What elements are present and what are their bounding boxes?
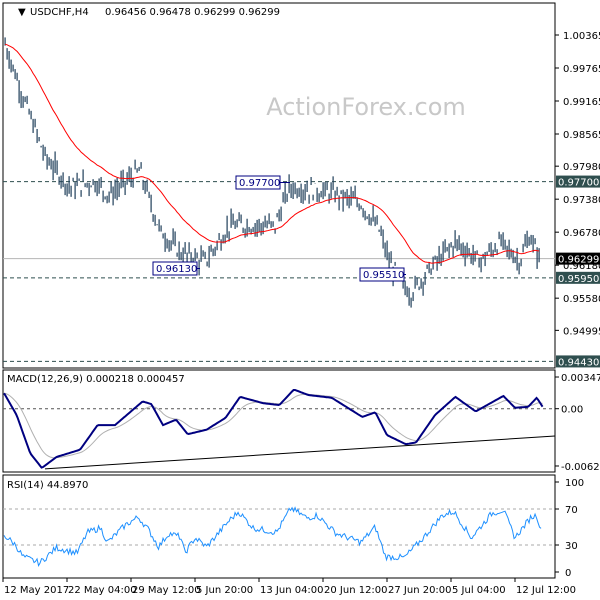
time-tick-label: 12 Jul 12:00 bbox=[516, 585, 576, 596]
level-price-label: 0.94430 bbox=[558, 357, 599, 368]
macd-signal-line bbox=[3, 392, 543, 459]
time-tick-label: 22 May 04:00 bbox=[68, 585, 137, 596]
time-tick-label: 5 Jul 04:00 bbox=[452, 585, 506, 596]
price-tick-label: 0.99165 bbox=[563, 97, 600, 108]
time-tick-label: 5 Jun 20:00 bbox=[196, 585, 253, 596]
rsi-tick-label: 70 bbox=[565, 505, 578, 516]
moving-average-line bbox=[4, 43, 540, 264]
annotation-label: 0.97700 bbox=[239, 178, 280, 189]
current-price-label: 0.96299 bbox=[558, 255, 599, 266]
time-tick-label: 12 May 2017 bbox=[4, 585, 69, 596]
macd-title: MACD(12,26,9) 0.000218 0.000457 bbox=[7, 374, 185, 385]
level-price-box bbox=[556, 355, 600, 368]
macd-tick-label: 0.00 bbox=[561, 405, 583, 416]
level-price-label: 0.97700 bbox=[558, 178, 599, 189]
current-price-box bbox=[556, 252, 600, 265]
price-tick-label: 0.98565 bbox=[563, 130, 600, 141]
time-tick-label: 13 Jun 04:00 bbox=[260, 585, 324, 596]
time-tick-label: 20 Jun 12:00 bbox=[324, 585, 388, 596]
price-tick-label: 0.94995 bbox=[563, 326, 600, 337]
rsi-panel bbox=[2, 474, 556, 579]
time-tick-label: 29 May 12:00 bbox=[132, 585, 201, 596]
level-price-label: 0.95950 bbox=[558, 274, 599, 285]
macd-panel bbox=[2, 369, 556, 473]
level-price-box bbox=[556, 175, 600, 188]
ohlc-readout: 0.96456 0.96478 0.96299 0.96299 bbox=[105, 7, 280, 18]
rsi-title: RSI(14) 44.8970 bbox=[7, 480, 88, 491]
watermark: ActionForex.com bbox=[266, 93, 466, 121]
annotation-label: 0.96130 bbox=[156, 264, 197, 275]
annotation-label: 0.95510 bbox=[363, 270, 404, 281]
macd-line bbox=[3, 389, 544, 469]
macd-tick-label: 0.003478 bbox=[561, 373, 600, 384]
time-tick-label: 27 Jun 20:00 bbox=[388, 585, 452, 596]
macd-tick-label: -0.006288 bbox=[561, 462, 600, 473]
level-price-box bbox=[556, 271, 600, 284]
price-tick-label: 0.99765 bbox=[563, 64, 600, 75]
price-tick-label: 1.00365 bbox=[563, 31, 600, 42]
symbol-dropdown-icon[interactable]: ▼ bbox=[18, 7, 26, 18]
rsi-line bbox=[3, 506, 542, 567]
rsi-tick-label: 30 bbox=[565, 541, 578, 552]
macd-trendline bbox=[44, 435, 556, 470]
rsi-tick-label: 0 bbox=[565, 568, 571, 579]
rsi-tick-label: 100 bbox=[565, 478, 584, 489]
symbol-label: USDCHF,H4 bbox=[30, 7, 89, 18]
